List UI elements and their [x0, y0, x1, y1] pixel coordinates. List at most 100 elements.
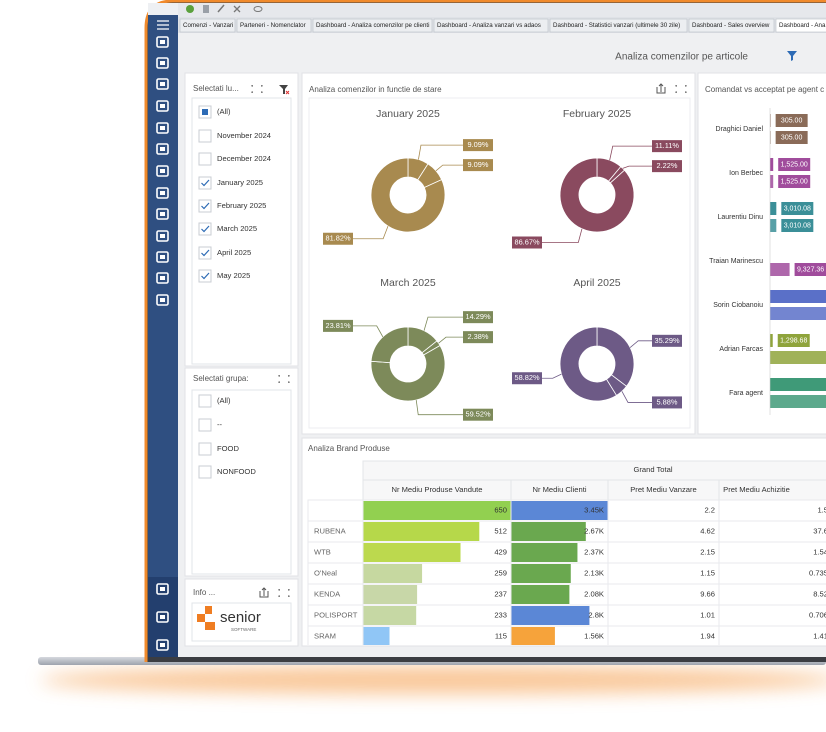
checkbox-label[interactable]: January 2025 — [217, 178, 263, 187]
checkbox-label[interactable]: (All) — [217, 107, 231, 116]
checkbox[interactable] — [198, 269, 212, 283]
tab[interactable] — [549, 18, 688, 33]
data-label-box — [781, 219, 814, 232]
checkbox-label[interactable]: FOOD — [217, 444, 239, 453]
table-cell — [718, 625, 826, 645]
nav-icon[interactable] — [156, 122, 169, 134]
cell-value: 233 — [494, 611, 507, 620]
bar[interactable] — [770, 378, 826, 391]
cell-value: 2.67K — [584, 527, 604, 536]
leader-line — [423, 316, 463, 331]
data-label-box — [463, 331, 493, 344]
bar[interactable] — [770, 219, 777, 232]
data-label: 59.52% — [465, 410, 490, 419]
bar[interactable] — [770, 351, 826, 364]
cell-value: 115 — [495, 632, 507, 641]
tab[interactable] — [433, 18, 549, 33]
checkbox-label[interactable]: -- — [217, 420, 223, 429]
checkbox-label[interactable]: (All) — [217, 396, 231, 405]
panel-title: Analiza comenzilor in functie de stare — [309, 85, 442, 94]
nav-icon[interactable] — [156, 208, 169, 220]
checkbox-label[interactable]: May 2025 — [217, 271, 250, 280]
tab-label: Parteneri - Nomenclator — [240, 22, 306, 29]
tab[interactable] — [236, 18, 312, 33]
checkbox-label[interactable]: NONFOOD — [217, 467, 256, 476]
checkbox[interactable] — [198, 246, 212, 260]
nav-icon[interactable] — [156, 36, 169, 48]
tab-label: Dashboard - Ana — [779, 22, 826, 29]
clear-filter-icon[interactable] — [285, 90, 290, 95]
checkbox[interactable] — [198, 129, 212, 143]
tab[interactable] — [775, 18, 826, 33]
cell-value: 650 — [494, 506, 507, 515]
nav-icon[interactable] — [156, 272, 169, 284]
nav-icon[interactable] — [156, 100, 169, 112]
nav-icon[interactable] — [156, 78, 169, 90]
nav-icon[interactable] — [156, 143, 169, 155]
bar[interactable] — [770, 307, 826, 320]
maximize-icon[interactable] — [675, 85, 687, 93]
nav-icon[interactable] — [156, 583, 169, 595]
nav-icon[interactable] — [156, 251, 169, 263]
checkbox-label[interactable]: November 2024 — [217, 131, 271, 140]
toolbar-icon[interactable] — [253, 6, 263, 12]
bar[interactable] — [770, 175, 774, 188]
checkbox-label[interactable]: February 2025 — [217, 201, 266, 210]
data-label: 3,010.08 — [784, 222, 811, 229]
checkbox[interactable] — [198, 199, 212, 213]
nav-icon-detail — [160, 61, 165, 65]
checkbox[interactable] — [198, 418, 212, 432]
cell-value: 3.45K — [584, 506, 604, 515]
toolbar-icon[interactable] — [203, 5, 209, 13]
tab[interactable] — [688, 18, 775, 33]
nav-icon-detail — [160, 298, 165, 302]
checkbox[interactable] — [198, 152, 212, 166]
tab-label: Dashboard - Sales overview — [692, 22, 770, 29]
data-label: 3,010.08 — [784, 205, 811, 212]
data-bar — [363, 585, 418, 604]
checkbox[interactable] — [198, 465, 212, 479]
bar[interactable] — [770, 131, 771, 144]
bar[interactable] — [770, 334, 773, 347]
data-bar — [511, 606, 590, 625]
checkbox[interactable] — [198, 442, 212, 456]
nav-icon[interactable] — [156, 230, 169, 242]
bar[interactable] — [770, 290, 826, 303]
nav-icon[interactable] — [156, 639, 169, 651]
checkbox[interactable] — [198, 394, 212, 408]
bar[interactable] — [770, 158, 774, 171]
checkbox-label[interactable]: April 2025 — [217, 248, 251, 257]
tab[interactable] — [312, 18, 433, 33]
maximize-icon[interactable] — [278, 589, 290, 597]
bar[interactable] — [770, 114, 771, 127]
toolbar-icon[interactable] — [217, 4, 225, 13]
checkbox[interactable] — [198, 222, 212, 236]
toolbar-icon[interactable] — [233, 5, 241, 13]
data-label: 9.09% — [468, 140, 489, 149]
nav-icon[interactable] — [156, 165, 169, 177]
checkbox-label[interactable]: December 2024 — [217, 154, 271, 163]
export-icon[interactable] — [656, 83, 666, 94]
data-label: 35.29% — [654, 336, 679, 345]
toolbar-icon[interactable] — [186, 5, 194, 13]
filter-icon[interactable] — [787, 51, 797, 61]
leader-line — [438, 336, 463, 344]
maximize-icon[interactable] — [278, 375, 290, 383]
nav-icon[interactable] — [156, 294, 169, 306]
bar[interactable] — [770, 202, 777, 215]
maximize-icon[interactable] — [251, 85, 263, 93]
export-icon[interactable] — [259, 587, 269, 598]
tab[interactable] — [179, 18, 236, 33]
menu-icon[interactable] — [157, 20, 169, 30]
checkbox-label[interactable]: March 2025 — [217, 224, 257, 233]
nav-icon[interactable] — [156, 611, 169, 623]
cell-value: 4.62 — [700, 527, 715, 536]
tab-label: Dashboard - Statistici vanzari (ultimele… — [553, 22, 680, 29]
nav-icon[interactable] — [156, 187, 169, 199]
nav-icon[interactable] — [156, 57, 169, 69]
leader-line — [609, 145, 652, 161]
checkbox[interactable] — [198, 176, 212, 190]
bar[interactable] — [770, 263, 790, 276]
clear-filter-icon[interactable] — [279, 85, 288, 94]
bar[interactable] — [770, 395, 826, 408]
